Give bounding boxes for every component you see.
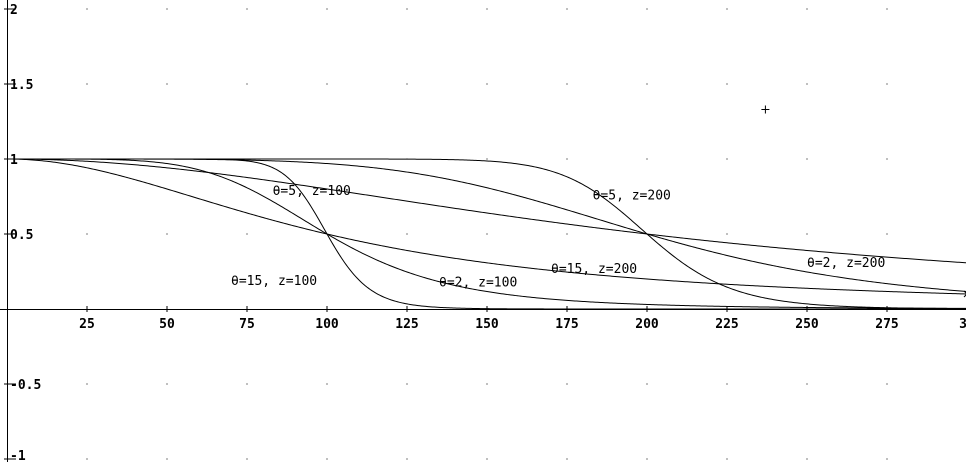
grid-dot bbox=[646, 83, 648, 85]
x-tick-label: 50 bbox=[159, 317, 175, 332]
grid-dot bbox=[726, 83, 728, 85]
x-tick-label: 175 bbox=[555, 317, 578, 332]
x-tick-label: 225 bbox=[715, 317, 738, 332]
curve-label: θ=5, z=100 bbox=[273, 184, 351, 199]
grid-dot bbox=[406, 83, 408, 85]
y-tick-label: 1 bbox=[10, 153, 18, 168]
grid-dot bbox=[726, 383, 728, 385]
grid-dot bbox=[326, 83, 328, 85]
grid-dots bbox=[86, 8, 888, 460]
grid-dot bbox=[886, 158, 888, 160]
grid-dot bbox=[86, 458, 88, 460]
grid-dot bbox=[166, 458, 168, 460]
grid-dot bbox=[566, 383, 568, 385]
grid-dot bbox=[166, 233, 168, 235]
curve-label: θ=5, z=200 bbox=[593, 189, 671, 204]
x-tick-label: 125 bbox=[395, 317, 418, 332]
grid-dot bbox=[566, 458, 568, 460]
x-tick-label: 150 bbox=[475, 317, 499, 332]
grid-dot bbox=[646, 458, 648, 460]
grid-dot bbox=[806, 83, 808, 85]
x-tick-label: 250 bbox=[795, 317, 819, 332]
grid-dot bbox=[86, 233, 88, 235]
grid-dot bbox=[726, 233, 728, 235]
grid-dot bbox=[486, 83, 488, 85]
grid-dot bbox=[566, 8, 568, 10]
y-tick-label: -0.5 bbox=[10, 378, 41, 393]
series-curve bbox=[7, 158, 966, 264]
grid-dot bbox=[326, 383, 328, 385]
grid-dot bbox=[886, 458, 888, 460]
grid-dot bbox=[246, 383, 248, 385]
x-tick-labels: 25 50 75 100 125 150 175 200 225 250 275 30 bbox=[79, 306, 966, 332]
series-curve bbox=[7, 158, 966, 292]
plus-marker bbox=[761, 105, 770, 114]
grid-dot bbox=[646, 383, 648, 385]
grid-dot bbox=[486, 233, 488, 235]
x-tick-label: 200 bbox=[635, 317, 659, 332]
curve-label: θ=2, z=200 bbox=[807, 256, 885, 271]
grid-dot bbox=[406, 458, 408, 460]
grid-dot bbox=[486, 8, 488, 10]
grid-dot bbox=[326, 8, 328, 10]
curve-label: θ=2, z=100 bbox=[439, 276, 517, 291]
grid-dot bbox=[646, 8, 648, 10]
grid-dot bbox=[886, 233, 888, 235]
series-curve bbox=[7, 158, 966, 309]
grid-dot bbox=[566, 158, 568, 160]
grid-dot bbox=[86, 383, 88, 385]
grid-dot bbox=[406, 383, 408, 385]
grid-dot bbox=[886, 83, 888, 85]
curve-label: θ=15, z=200 bbox=[551, 262, 637, 277]
grid-dot bbox=[806, 233, 808, 235]
grid-dot bbox=[246, 458, 248, 460]
markers bbox=[761, 105, 966, 298]
grid-dot bbox=[806, 458, 808, 460]
grid-dot bbox=[566, 233, 568, 235]
x-tick-label: 30 bbox=[959, 317, 966, 332]
curve-label: θ=15, z=100 bbox=[231, 274, 317, 289]
y-tick-labels: 2 1.5 1 0.5 -0.5 -1 bbox=[4, 3, 41, 462]
x-tick-label: 275 bbox=[875, 317, 898, 332]
grid-dot bbox=[86, 8, 88, 10]
grid-dot bbox=[166, 8, 168, 10]
curve-labels: θ=2, z=100 θ=2, z=200 θ=5, z=100 θ=5, z=200… bbox=[231, 184, 885, 291]
curves bbox=[7, 158, 966, 310]
marker-stroke bbox=[963, 290, 966, 294]
grid-dot bbox=[806, 8, 808, 10]
grid-dot bbox=[726, 158, 728, 160]
grid-dot bbox=[806, 383, 808, 385]
series-curve bbox=[7, 158, 966, 310]
grid-dot bbox=[166, 383, 168, 385]
grid-dot bbox=[486, 383, 488, 385]
grid-dot bbox=[406, 233, 408, 235]
grid-dot bbox=[406, 8, 408, 10]
series-curve bbox=[7, 158, 966, 295]
grid-dot bbox=[726, 8, 728, 10]
grid-dot bbox=[886, 383, 888, 385]
grid-dot bbox=[246, 83, 248, 85]
x-tick-label: 25 bbox=[79, 317, 95, 332]
y-tick-label: 0.5 bbox=[10, 228, 33, 243]
y-tick-label: 1.5 bbox=[10, 78, 33, 93]
grid-dot bbox=[246, 8, 248, 10]
grid-dot bbox=[326, 458, 328, 460]
grid-dot bbox=[566, 83, 568, 85]
grid-dot bbox=[246, 233, 248, 235]
grid-dot bbox=[806, 158, 808, 160]
y-tick-label: -1 bbox=[10, 449, 26, 462]
x-tick-label: 75 bbox=[239, 317, 255, 332]
grid-dot bbox=[166, 83, 168, 85]
grid-dot bbox=[486, 458, 488, 460]
x-tick-label: 100 bbox=[315, 317, 339, 332]
grid-dot bbox=[726, 458, 728, 460]
grid-dot bbox=[86, 83, 88, 85]
cross-marker bbox=[963, 290, 966, 298]
grid-dot bbox=[886, 8, 888, 10]
grid-dot bbox=[646, 158, 648, 160]
grid-dot bbox=[486, 158, 488, 160]
marker-stroke bbox=[963, 294, 966, 298]
y-tick-label: 2 bbox=[10, 3, 18, 18]
